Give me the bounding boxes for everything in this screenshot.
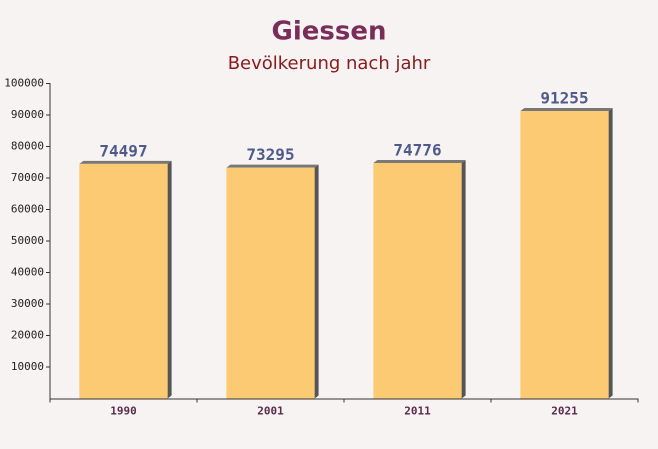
- bar-shadow: [608, 108, 613, 399]
- x-tick-label: 2011: [404, 405, 431, 418]
- bar: [226, 167, 315, 399]
- bar: [520, 111, 609, 399]
- x-tick-label: 2021: [551, 405, 578, 418]
- y-tick-label: 20000: [11, 329, 44, 342]
- bar: [373, 162, 462, 399]
- bar-shadow-top: [79, 160, 172, 164]
- y-tick-label: 40000: [11, 266, 44, 279]
- y-tick-label: 70000: [11, 171, 44, 184]
- value-label: 74776: [393, 140, 441, 159]
- bar-shadow: [461, 159, 466, 399]
- value-label: 74497: [99, 141, 147, 160]
- y-tick-label: 90000: [11, 108, 44, 121]
- y-tick-label: 80000: [11, 140, 44, 153]
- bar-shadow-top: [520, 108, 613, 112]
- value-label: 73295: [246, 145, 294, 164]
- chart-subtitle: Bevölkerung nach jahr: [228, 53, 431, 74]
- bar-shadow: [167, 160, 172, 399]
- y-tick-label: 100000: [4, 77, 44, 90]
- y-tick-label: 60000: [11, 203, 44, 216]
- value-label: 91255: [540, 89, 588, 108]
- bar: [79, 163, 168, 399]
- bar-shadow: [314, 164, 319, 399]
- y-tick-label: 10000: [11, 360, 44, 373]
- y-tick-label: 30000: [11, 297, 44, 310]
- bar-shadow-top: [226, 164, 319, 168]
- chart-title: Giessen: [272, 17, 387, 47]
- x-tick-label: 1990: [110, 405, 137, 418]
- bar-shadow-top: [373, 159, 466, 163]
- y-tick-label: 50000: [11, 234, 44, 247]
- x-tick-label: 2001: [257, 405, 284, 418]
